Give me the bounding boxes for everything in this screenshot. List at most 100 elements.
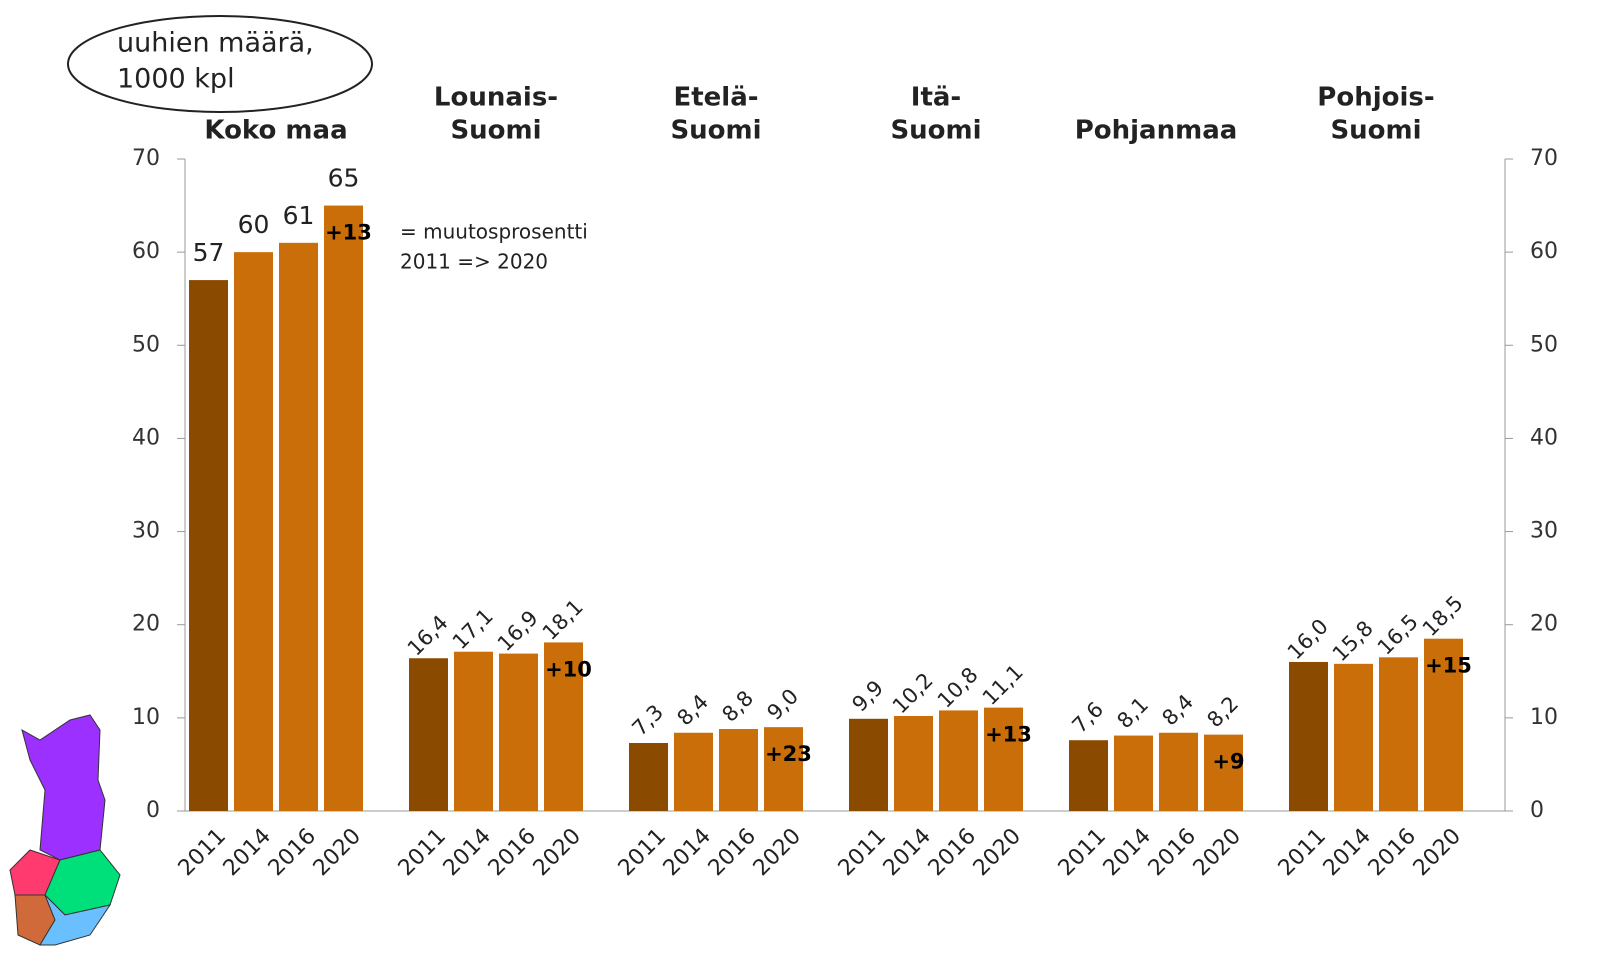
y2-tick-label: 0 — [1530, 798, 1544, 823]
change-label: +13 — [985, 723, 1032, 747]
value-label: 16,0 — [1283, 614, 1333, 664]
x-tick-label: 2014 — [219, 824, 276, 881]
value-label: 61 — [283, 201, 315, 230]
x-tick-label: 2016 — [264, 824, 321, 881]
x-tick-label: 2011 — [174, 824, 231, 881]
value-label: 8,2 — [1202, 692, 1243, 733]
x-tick-label: 2020 — [309, 824, 366, 881]
value-label: 11,1 — [978, 660, 1028, 710]
bar — [764, 727, 803, 811]
value-label: 8,4 — [672, 690, 713, 731]
y-axis-label: 1000 kpl — [117, 64, 235, 95]
group-label: Pohjanmaa — [1075, 116, 1238, 146]
bar — [324, 205, 363, 812]
value-label: 16,9 — [493, 606, 543, 656]
y2-tick-label: 10 — [1530, 705, 1558, 730]
x-tick-label: 2016 — [704, 824, 761, 881]
group-label: Suomi — [450, 116, 541, 146]
y-tick-label: 20 — [132, 612, 160, 637]
value-label: 10,2 — [888, 668, 938, 718]
y-tick-label: 0 — [146, 798, 160, 823]
group-label: Koko maa — [204, 116, 347, 146]
bar — [894, 715, 933, 811]
group-label: Lounais- — [434, 83, 558, 113]
y2-tick-label: 30 — [1530, 519, 1558, 544]
bar — [1424, 638, 1463, 811]
note: 2011 => 2020 — [400, 250, 548, 274]
x-tick-label: 2014 — [659, 824, 716, 881]
value-label: 9,0 — [762, 684, 803, 725]
y-axis-label: uuhien määrä, — [117, 28, 314, 59]
x-tick-label: 2016 — [484, 824, 541, 881]
value-label: 60 — [238, 210, 270, 239]
change-label: +13 — [325, 221, 372, 245]
bar — [849, 718, 888, 811]
y-tick-label: 10 — [132, 705, 160, 730]
change-label: +23 — [765, 742, 812, 766]
value-label: 16,4 — [403, 611, 453, 661]
note: = muutosprosentti — [400, 220, 588, 244]
x-tick-label: 2020 — [1409, 824, 1466, 881]
y2-tick-label: 50 — [1530, 332, 1558, 357]
x-tick-label: 2016 — [1144, 824, 1201, 881]
x-tick-label: 2011 — [1054, 824, 1111, 881]
value-label: 18,5 — [1418, 591, 1468, 641]
x-tick-label: 2020 — [1189, 824, 1246, 881]
x-tick-label: 2016 — [1364, 824, 1421, 881]
bar — [189, 280, 228, 812]
y2-tick-label: 60 — [1530, 239, 1558, 264]
value-label: 7,6 — [1067, 697, 1108, 738]
bar — [1159, 732, 1198, 811]
y-tick-label: 30 — [132, 519, 160, 544]
group-label: Suomi — [670, 116, 761, 146]
bar — [279, 242, 318, 812]
group-label: Pohjois- — [1317, 83, 1434, 113]
value-label: 65 — [328, 164, 360, 193]
finland-map — [9, 714, 121, 946]
value-label: 8,8 — [717, 686, 758, 727]
x-tick-label: 2020 — [969, 824, 1026, 881]
bar — [674, 732, 713, 811]
change-label: +9 — [1212, 750, 1244, 774]
value-label: 18,1 — [538, 595, 588, 645]
y2-tick-label: 20 — [1530, 612, 1558, 637]
value-label: 15,8 — [1328, 616, 1378, 666]
bar — [1289, 661, 1328, 811]
value-label: 8,1 — [1112, 693, 1153, 734]
group-label: Suomi — [1330, 116, 1421, 146]
bar — [984, 707, 1023, 811]
bar — [234, 252, 273, 812]
change-label: +10 — [545, 657, 592, 681]
y-tick-label: 60 — [132, 239, 160, 264]
y2-tick-label: 70 — [1530, 146, 1558, 171]
bar — [1069, 740, 1108, 811]
bar — [1334, 663, 1373, 811]
bar — [1114, 735, 1153, 811]
x-tick-label: 2014 — [439, 824, 496, 881]
bar — [544, 642, 583, 811]
value-label: 17,1 — [448, 604, 498, 654]
x-tick-label: 2011 — [1274, 824, 1331, 881]
bar — [629, 743, 668, 811]
y-tick-label: 70 — [132, 146, 160, 171]
bar — [719, 729, 758, 811]
y-tick-label: 40 — [132, 425, 160, 450]
bar — [939, 710, 978, 811]
value-label: 16,5 — [1373, 610, 1423, 660]
x-tick-label: 2020 — [529, 824, 586, 881]
y2-tick-label: 40 — [1530, 425, 1558, 450]
bar — [499, 653, 538, 811]
bar — [1379, 657, 1418, 811]
value-label: 9,9 — [847, 676, 888, 717]
group-label: Itä- — [911, 83, 961, 113]
x-tick-label: 2014 — [1099, 824, 1156, 881]
y-tick-label: 50 — [132, 332, 160, 357]
x-tick-label: 2011 — [394, 824, 451, 881]
group-label: Etelä- — [673, 83, 758, 113]
label-ellipse — [67, 15, 373, 113]
change-label: +15 — [1425, 654, 1472, 678]
value-label: 8,4 — [1157, 690, 1198, 731]
bar — [1204, 734, 1243, 811]
bar — [454, 651, 493, 811]
